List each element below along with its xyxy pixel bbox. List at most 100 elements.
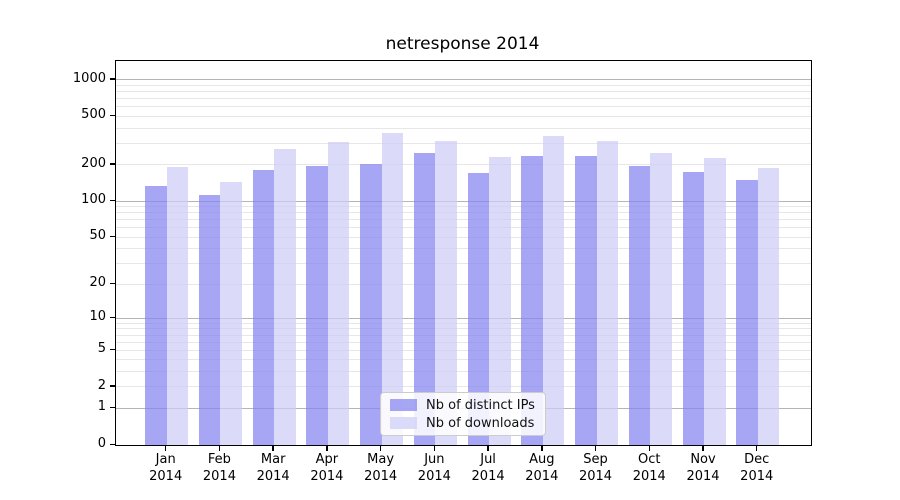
x-tick-month: Jan (155, 452, 176, 467)
legend-swatch (390, 399, 417, 411)
x-tick-year: 2014 (686, 468, 720, 484)
bar-distinct-ips (628, 166, 651, 445)
minor-gridline (116, 248, 811, 250)
y-tick-label: 200 (81, 155, 106, 171)
minor-gridline (116, 164, 811, 166)
minor-gridline (116, 359, 811, 361)
minor-gridline (116, 263, 811, 265)
x-tick-mark (433, 445, 436, 451)
y-tick-label: 500 (81, 107, 106, 123)
x-tick-year: 2014 (310, 468, 344, 484)
bar-distinct-ips (521, 156, 543, 445)
y-tick-mark (109, 78, 116, 80)
x-tick-label: Jul 2014 (458, 452, 518, 485)
x-tick-month: Aug (529, 452, 555, 467)
bar-downloads (166, 167, 189, 445)
x-tick-label: Aug 2014 (512, 452, 572, 485)
x-tick-mark (755, 445, 758, 451)
bar-distinct-ips (306, 166, 328, 445)
y-tick-label: 20 (89, 275, 106, 291)
minor-gridline (116, 142, 811, 144)
y-tick-label: 10 (89, 309, 106, 325)
x-tick-mark (379, 445, 382, 451)
legend: Nb of distinct IPs Nb of downloads (380, 392, 546, 436)
x-tick-mark (541, 445, 543, 451)
x-tick-month: Apr (315, 452, 339, 467)
x-tick-mark (702, 445, 704, 451)
legend-label: Nb of downloads (426, 415, 535, 431)
y-tick-label: 50 (89, 228, 106, 244)
x-tick-year: 2014 (578, 468, 613, 484)
x-tick-label: Mar 2014 (243, 452, 303, 485)
bar-downloads (704, 157, 726, 445)
x-tick-label: Jan 2014 (136, 452, 196, 485)
plot-area: Nb of distinct IPs Nb of downloads (115, 60, 812, 446)
x-tick-label: May 2014 (351, 452, 411, 485)
x-tick-month: Jun (424, 452, 445, 467)
bar-downloads (542, 136, 565, 445)
major-gridline (116, 200, 811, 202)
y-tick-label: 0 (97, 436, 106, 451)
minor-gridline (116, 84, 811, 86)
bar-downloads (274, 148, 296, 445)
x-tick-year: 2014 (256, 468, 290, 484)
bar-distinct-ips (252, 170, 275, 445)
x-tick-label: Oct 2014 (619, 452, 679, 485)
bar-downloads (489, 156, 511, 445)
minor-gridline (116, 98, 811, 100)
x-tick-month: Oct (638, 452, 661, 467)
major-gridline (116, 317, 811, 319)
minor-gridline (116, 283, 811, 285)
minor-gridline (116, 328, 811, 330)
minor-gridline (116, 206, 811, 208)
minor-gridline (116, 322, 811, 324)
bar-distinct-ips (682, 171, 704, 445)
bar-distinct-ips (575, 155, 597, 445)
x-tick-mark (326, 445, 328, 451)
minor-gridline (116, 349, 811, 351)
bar-distinct-ips (467, 173, 490, 445)
bar-distinct-ips (360, 164, 382, 445)
y-tick-mark (109, 316, 116, 319)
y-tick-mark (109, 235, 116, 238)
y-tick-mark (109, 114, 116, 117)
minor-gridline (116, 341, 811, 343)
y-tick-mark (109, 199, 116, 202)
x-tick-year: 2014 (202, 468, 236, 484)
x-tick-label: Jun 2014 (404, 452, 464, 485)
bar-downloads (381, 132, 404, 445)
minor-gridline (116, 91, 811, 93)
legend-swatch (390, 417, 417, 429)
y-tick-mark (109, 282, 116, 285)
x-tick-year: 2014 (364, 468, 398, 484)
x-tick-year: 2014 (525, 468, 559, 484)
minor-gridline (116, 236, 811, 238)
x-tick-label: Apr 2014 (297, 452, 357, 485)
minor-gridline (116, 127, 811, 129)
x-tick-year: 2014 (632, 468, 666, 484)
bar-distinct-ips (736, 179, 758, 445)
bar-downloads (220, 182, 242, 445)
y-tick-mark (109, 348, 116, 351)
y-tick-label: 100 (81, 192, 106, 208)
x-tick-label: Feb 2014 (189, 452, 249, 485)
y-tick-mark (109, 406, 116, 409)
bar-downloads (327, 141, 350, 445)
bar-distinct-ips (198, 194, 221, 445)
y-tick-mark (109, 443, 116, 445)
x-tick-year: 2014 (417, 468, 451, 484)
x-tick-label: Sep 2014 (566, 452, 626, 485)
minor-gridline (116, 106, 811, 108)
x-tick-month: Feb (207, 452, 231, 467)
major-gridline (116, 79, 811, 81)
minor-gridline (116, 212, 811, 214)
bar-downloads (757, 167, 780, 445)
x-tick-label: Nov 2014 (673, 452, 733, 485)
y-tick-mark (109, 385, 116, 387)
bar-distinct-ips (413, 152, 436, 445)
x-tick-year: 2014 (471, 468, 505, 484)
minor-gridline (116, 115, 811, 117)
bar-downloads (596, 140, 619, 445)
y-tick-label: 2 (97, 377, 106, 393)
y-tick-label: 5 (97, 341, 106, 357)
